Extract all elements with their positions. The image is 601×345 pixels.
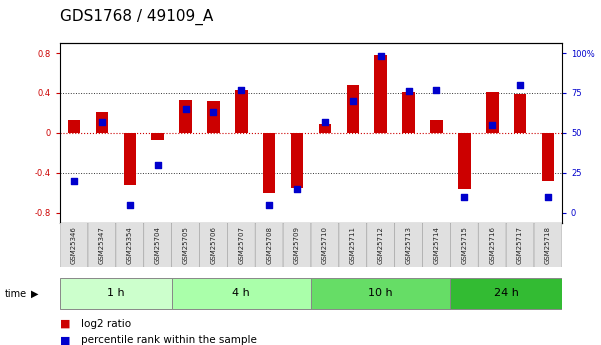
Point [348, 98, 358, 104]
Text: GSM25707: GSM25707 [239, 226, 245, 264]
Bar [207, 101, 220, 133]
Point [264, 202, 274, 207]
Bar [291, 133, 304, 188]
Text: ▶: ▶ [31, 289, 38, 299]
Point [237, 87, 246, 92]
Text: GSM25711: GSM25711 [350, 226, 356, 264]
Point [432, 87, 441, 92]
Text: 4 h: 4 h [233, 288, 250, 298]
Text: percentile rank within the sample: percentile rank within the sample [81, 335, 257, 345]
FancyBboxPatch shape [478, 223, 506, 267]
Point [487, 122, 497, 128]
Bar [486, 92, 498, 133]
FancyBboxPatch shape [200, 223, 227, 267]
Text: GSM25709: GSM25709 [294, 226, 300, 264]
Bar [311, 278, 450, 309]
Text: GSM25712: GSM25712 [377, 226, 383, 264]
Bar [179, 100, 192, 133]
Point [320, 119, 330, 125]
Text: GSM25713: GSM25713 [406, 226, 412, 264]
Bar [124, 133, 136, 185]
Point [125, 202, 135, 207]
Text: 1 h: 1 h [107, 288, 124, 298]
Bar [430, 120, 443, 133]
Bar [347, 85, 359, 133]
Bar [450, 278, 562, 309]
Bar [151, 133, 164, 140]
Bar [319, 124, 331, 133]
FancyBboxPatch shape [534, 223, 562, 267]
FancyBboxPatch shape [395, 223, 423, 267]
Bar [374, 55, 387, 133]
Point [460, 194, 469, 199]
FancyBboxPatch shape [339, 223, 367, 267]
FancyBboxPatch shape [423, 223, 450, 267]
Bar [514, 94, 526, 133]
Text: 10 h: 10 h [368, 288, 393, 298]
FancyBboxPatch shape [255, 223, 283, 267]
Bar [542, 133, 554, 181]
Text: GSM25718: GSM25718 [545, 226, 551, 264]
Text: GSM25714: GSM25714 [433, 226, 439, 264]
Text: GSM25704: GSM25704 [154, 226, 160, 264]
Text: GSM25706: GSM25706 [210, 226, 216, 264]
Text: GSM25708: GSM25708 [266, 226, 272, 264]
Bar [402, 92, 415, 133]
Point [209, 109, 218, 115]
FancyBboxPatch shape [367, 223, 395, 267]
FancyBboxPatch shape [227, 223, 255, 267]
Text: log2 ratio: log2 ratio [81, 319, 131, 329]
Point [543, 194, 553, 199]
Text: 24 h: 24 h [494, 288, 519, 298]
Bar [235, 90, 248, 133]
Point [153, 162, 162, 167]
Point [292, 186, 302, 191]
Text: GSM25354: GSM25354 [127, 226, 133, 264]
FancyBboxPatch shape [283, 223, 311, 267]
Bar [458, 133, 471, 189]
Text: GSM25716: GSM25716 [489, 226, 495, 264]
Text: time: time [5, 289, 27, 299]
Bar [172, 278, 311, 309]
Text: GSM25715: GSM25715 [462, 226, 468, 264]
FancyBboxPatch shape [172, 223, 200, 267]
Text: GSM25346: GSM25346 [71, 226, 77, 264]
Point [69, 178, 79, 184]
Text: GSM25705: GSM25705 [183, 226, 189, 264]
Point [181, 106, 191, 112]
Text: ■: ■ [60, 335, 70, 345]
Bar [263, 133, 275, 193]
Bar [60, 278, 172, 309]
Text: ■: ■ [60, 319, 70, 329]
FancyBboxPatch shape [450, 223, 478, 267]
FancyBboxPatch shape [60, 223, 88, 267]
Text: GSM25710: GSM25710 [322, 226, 328, 264]
FancyBboxPatch shape [311, 223, 339, 267]
Text: GSM25347: GSM25347 [99, 226, 105, 264]
FancyBboxPatch shape [88, 223, 116, 267]
FancyBboxPatch shape [116, 223, 144, 267]
Point [404, 89, 413, 94]
Text: GDS1768 / 49109_A: GDS1768 / 49109_A [60, 9, 213, 25]
Point [515, 82, 525, 88]
Point [376, 53, 385, 59]
Point [97, 119, 107, 125]
Bar [96, 112, 108, 133]
FancyBboxPatch shape [144, 223, 172, 267]
Bar [68, 120, 81, 133]
Text: GSM25717: GSM25717 [517, 226, 523, 264]
FancyBboxPatch shape [506, 223, 534, 267]
